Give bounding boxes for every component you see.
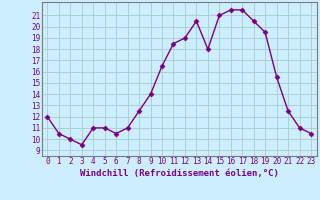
X-axis label: Windchill (Refroidissement éolien,°C): Windchill (Refroidissement éolien,°C) <box>80 169 279 178</box>
